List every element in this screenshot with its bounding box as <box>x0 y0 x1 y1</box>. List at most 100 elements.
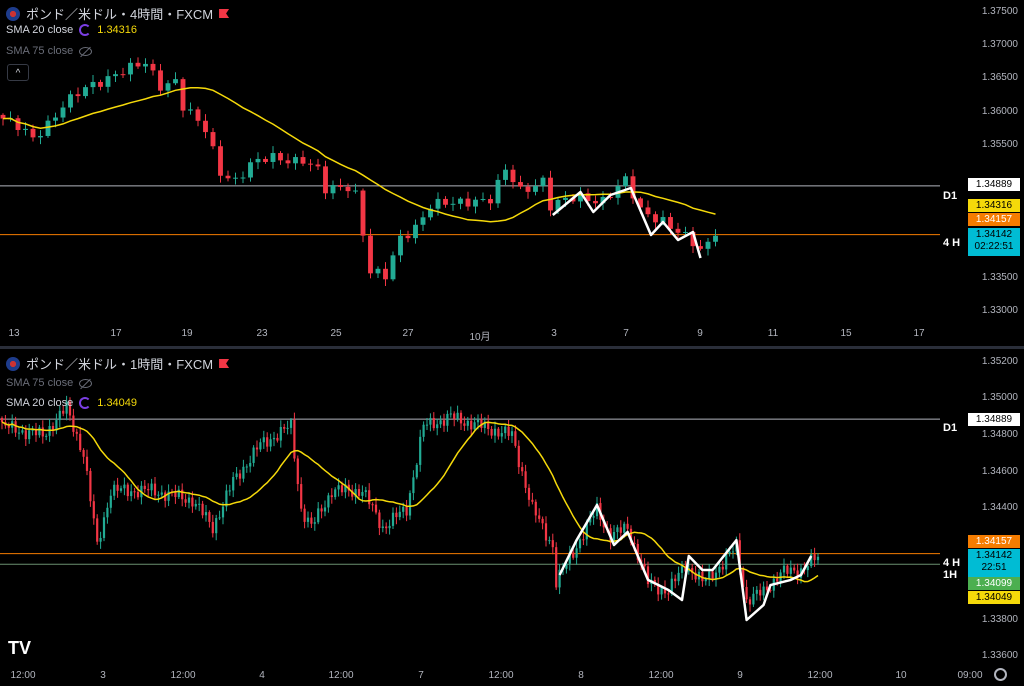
candle-body <box>30 128 36 138</box>
sync-icon[interactable] <box>79 24 92 36</box>
candle-body <box>500 433 503 437</box>
candle-body <box>465 198 471 207</box>
candle-body <box>759 589 762 596</box>
candle-body <box>102 517 106 538</box>
top-symbol-legend[interactable]: ポンド／米ドル・4時間・FXCM <box>6 4 230 23</box>
candle-body <box>623 523 626 533</box>
hidden-eye-icon[interactable] <box>79 378 93 388</box>
candle-body <box>105 76 111 87</box>
candle-body <box>65 401 68 414</box>
candle-body <box>412 477 415 494</box>
pane-separator[interactable] <box>0 346 1024 349</box>
candle-body <box>405 235 411 239</box>
candle-body <box>296 458 299 485</box>
candle-body <box>504 426 507 434</box>
price-tick: 1.36500 <box>981 72 1018 83</box>
candle-body <box>645 207 651 215</box>
candle-body <box>218 517 221 519</box>
candle-body <box>263 158 268 162</box>
candle-body <box>578 539 582 549</box>
candle-body <box>748 599 752 605</box>
candle-body <box>14 421 17 433</box>
candle-body <box>308 163 313 165</box>
candle-body <box>514 431 517 446</box>
candle-body <box>109 495 112 508</box>
candle-body <box>181 489 184 500</box>
candle-body <box>55 420 58 431</box>
candle-body <box>385 526 388 529</box>
candle-body <box>405 506 408 516</box>
candle-body <box>466 420 469 426</box>
price-tick: 1.33500 <box>981 272 1018 283</box>
tradingview-logo[interactable]: TV <box>8 638 32 658</box>
candle-body <box>351 490 354 497</box>
candle-body <box>619 527 622 533</box>
candle-body <box>510 431 514 436</box>
candle-body <box>495 179 501 204</box>
flag-marker-icon[interactable] <box>219 9 230 18</box>
time-tick: 17 <box>913 328 925 339</box>
candle-body <box>123 484 126 489</box>
collapse-legend-button[interactable]: ^ <box>7 64 29 81</box>
candle-body <box>718 566 721 573</box>
candle-body <box>548 540 551 542</box>
candle-body <box>531 499 534 502</box>
candle-body <box>595 503 599 517</box>
candle-body <box>300 157 306 164</box>
price-tick: 1.34800 <box>981 429 1018 440</box>
top-sma20-legend[interactable]: SMA 20 close 1.34316 <box>6 24 137 36</box>
settings-gear-icon[interactable] <box>994 668 1007 681</box>
candle-body <box>540 177 546 187</box>
candle-body <box>660 217 666 223</box>
candle-body <box>204 512 208 516</box>
candle-body <box>113 74 118 77</box>
candle-body <box>456 412 459 420</box>
d1-price-tag: 1.34889 <box>968 178 1020 191</box>
sync-icon[interactable] <box>79 397 92 409</box>
candle-body <box>585 522 588 540</box>
candle-body <box>524 471 527 488</box>
candle-body <box>344 484 347 493</box>
candle-body <box>439 420 442 425</box>
candle-body <box>320 508 323 512</box>
candle-body <box>646 566 650 585</box>
candle-body <box>698 246 703 249</box>
candle-body <box>89 470 92 502</box>
candle-body <box>473 199 478 207</box>
candle-body <box>276 437 279 441</box>
candle-body <box>600 196 606 204</box>
candle-body <box>551 540 554 548</box>
time-tick: 10月 <box>469 332 491 343</box>
candle-body <box>180 79 186 111</box>
candle-body <box>116 484 119 491</box>
candle-body <box>252 447 255 463</box>
candle-body <box>449 413 452 415</box>
hidden-eye-icon[interactable] <box>79 46 93 56</box>
bar-countdown: 02:22:51 <box>974 241 1014 252</box>
candle-body <box>674 578 677 582</box>
time-tick: 3 <box>100 670 106 681</box>
candle-body <box>317 508 320 523</box>
candle-body <box>160 492 163 495</box>
candle-body <box>563 197 568 200</box>
candle-body <box>279 427 282 441</box>
candle-body <box>133 491 136 493</box>
time-tick: 4 <box>259 670 265 681</box>
candle-body <box>92 501 95 519</box>
candle-body <box>422 424 425 437</box>
bottom-sma75-legend[interactable]: SMA 75 close <box>6 377 93 389</box>
time-tick: 12:00 <box>328 670 354 681</box>
top-sma75-legend[interactable]: SMA 75 close <box>6 45 93 57</box>
flag-marker-icon[interactable] <box>219 359 230 368</box>
candle-body <box>38 427 41 436</box>
candle-body <box>503 169 508 180</box>
bottom-symbol-legend[interactable]: ポンド／米ドル・1時間・FXCM <box>6 354 230 373</box>
price-tick: 1.34400 <box>981 502 1018 513</box>
bottom-sma20-legend[interactable]: SMA 20 close 1.34049 <box>6 397 137 409</box>
candle-body <box>188 109 193 111</box>
candle-body <box>173 79 178 84</box>
candle-body <box>198 503 201 505</box>
candle-body <box>391 512 395 526</box>
candle-body <box>203 120 208 133</box>
